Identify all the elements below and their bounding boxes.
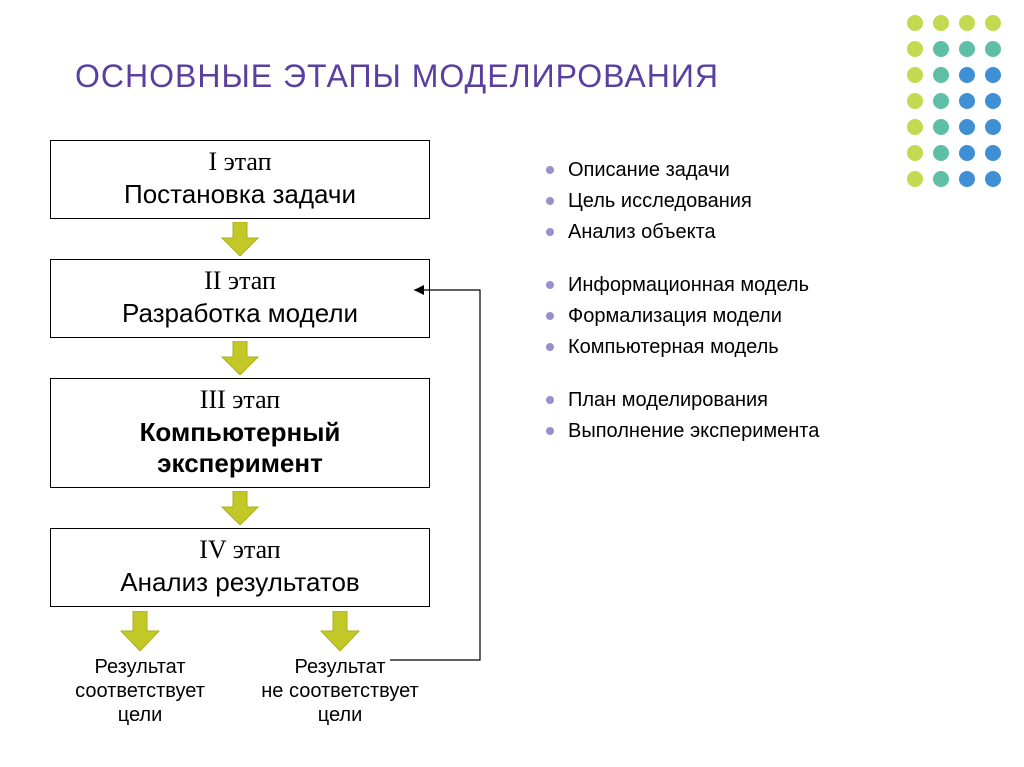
- deco-dot: [907, 93, 923, 109]
- bullet-item: Информационная модель: [540, 270, 920, 301]
- deco-dot: [907, 15, 923, 31]
- deco-dot: [985, 171, 1001, 187]
- stage-label-3: Компьютерный эксперимент: [55, 417, 425, 479]
- arrow-1-2: [220, 222, 260, 256]
- bullet-item: Цель исследования: [540, 186, 920, 217]
- deco-dot: [933, 15, 949, 31]
- deco-dot: [933, 67, 949, 83]
- deco-dot: [959, 145, 975, 161]
- bullet-group-2: План моделированияВыполнение эксперимент…: [540, 385, 920, 447]
- results-row: Результат соответствует цели Результат н…: [50, 607, 430, 727]
- stage-label-4: Анализ результатов: [55, 567, 425, 598]
- deco-dot: [959, 15, 975, 31]
- stage-label-2: Разработка модели: [55, 298, 425, 329]
- deco-dot: [907, 41, 923, 57]
- result-arrow-left: [119, 611, 161, 651]
- arrow-2-3: [220, 341, 260, 375]
- bullet-group-1: Информационная модельФормализация модели…: [540, 270, 920, 363]
- stage-num-2: II этап: [55, 266, 425, 296]
- deco-dot: [907, 67, 923, 83]
- deco-dot: [985, 67, 1001, 83]
- arrow-3-4: [220, 491, 260, 525]
- result-right-line3: цели: [250, 703, 430, 727]
- deco-dot: [933, 93, 949, 109]
- deco-dot: [985, 93, 1001, 109]
- result-right: Результат не соответствует цели: [250, 607, 430, 727]
- deco-dot: [933, 119, 949, 135]
- bullet-item: Выполнение эксперимента: [540, 416, 920, 447]
- deco-dot: [985, 145, 1001, 161]
- deco-dot: [933, 171, 949, 187]
- deco-dot: [985, 15, 1001, 31]
- deco-dot: [959, 93, 975, 109]
- deco-dot: [907, 119, 923, 135]
- deco-dot: [985, 119, 1001, 135]
- result-right-line2: не соответствует: [250, 679, 430, 703]
- deco-dot: [933, 145, 949, 161]
- result-arrow-right: [319, 611, 361, 651]
- deco-dot: [959, 67, 975, 83]
- result-left-line1: Результат: [50, 655, 230, 679]
- bullet-item: План моделирования: [540, 385, 920, 416]
- deco-dot: [933, 41, 949, 57]
- stage-num-1: I этап: [55, 147, 425, 177]
- result-left: Результат соответствует цели: [50, 607, 230, 727]
- result-left-line2: соответствует: [50, 679, 230, 703]
- stage-box-3: III этап Компьютерный эксперимент: [50, 378, 430, 488]
- bullet-item: Описание задачи: [540, 155, 920, 186]
- bullet-item: Формализация модели: [540, 301, 920, 332]
- stage-num-4: IV этап: [55, 535, 425, 565]
- stage-box-2: II этап Разработка модели: [50, 259, 430, 338]
- flowchart: I этап Постановка задачи II этап Разрабо…: [30, 140, 450, 727]
- bullet-item: Анализ объекта: [540, 217, 920, 248]
- bullet-group-0: Описание задачиЦель исследованияАнализ о…: [540, 155, 920, 248]
- stage-box-4: IV этап Анализ результатов: [50, 528, 430, 607]
- bullet-list: Описание задачиЦель исследованияАнализ о…: [540, 155, 920, 469]
- page-title: ОСНОВНЫЕ ЭТАПЫ МОДЕЛИРОВАНИЯ: [75, 58, 719, 95]
- result-right-line1: Результат: [250, 655, 430, 679]
- stage-box-1: I этап Постановка задачи: [50, 140, 430, 219]
- deco-dot: [959, 119, 975, 135]
- result-left-line3: цели: [50, 703, 230, 727]
- deco-dot: [959, 171, 975, 187]
- bullet-item: Компьютерная модель: [540, 332, 920, 363]
- deco-dot: [959, 41, 975, 57]
- stage-num-3: III этап: [55, 385, 425, 415]
- deco-dot: [985, 41, 1001, 57]
- stage-label-1: Постановка задачи: [55, 179, 425, 210]
